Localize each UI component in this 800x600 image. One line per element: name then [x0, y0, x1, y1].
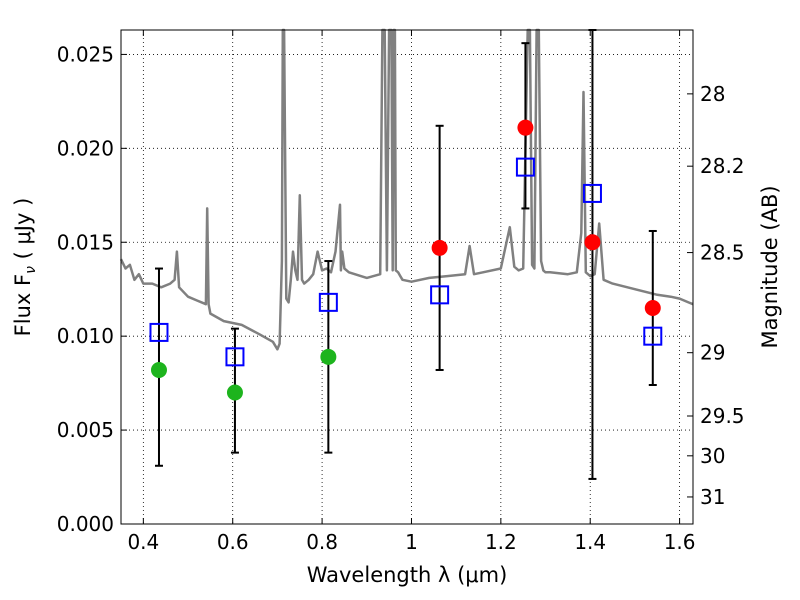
x-axis-label: Wavelength λ (μm)	[307, 563, 508, 587]
y-tick-label: 0.005	[57, 418, 114, 442]
y2-tick-label: 28.2	[700, 154, 745, 178]
red-circle-point	[431, 239, 448, 256]
model-spectrum-line	[119, 28, 694, 351]
green-circle-point	[320, 348, 337, 365]
y-tick-label: 0.015	[57, 230, 114, 254]
y2-axis-label: Magnitude (AB)	[758, 185, 782, 348]
axis-ticks: 0.4 0.6 0.8 1 1.2 1.4 1.6 0.000 0.005 0.010 0.015 0…	[57, 30, 745, 554]
red-circle-point	[644, 299, 661, 316]
y2-tick-label: 29	[700, 341, 725, 365]
y-tick-label: 0.010	[57, 324, 114, 348]
data-markers	[149, 119, 663, 401]
y2-tick-label: 30	[700, 444, 725, 468]
square-point	[643, 326, 663, 346]
square-point	[149, 322, 169, 342]
square-point	[582, 183, 602, 203]
square-point	[225, 347, 245, 367]
square-point	[318, 292, 338, 312]
error-bars	[154, 29, 657, 480]
y2-tick-label: 29.5	[700, 404, 745, 428]
model-spectrum	[119, 28, 694, 351]
green-circle-point	[226, 384, 243, 401]
x-tick-label: 0.4	[127, 530, 159, 554]
square-point	[430, 285, 450, 305]
green-circle-point	[150, 361, 167, 378]
x-tick-label: 0.6	[217, 530, 249, 554]
y2-tick-label: 28.5	[700, 241, 745, 265]
square-point	[515, 157, 535, 177]
red-circle-point	[584, 234, 601, 251]
x-tick-label: 1.2	[485, 530, 517, 554]
x-tick-label: 1	[405, 530, 418, 554]
y-tick-label: 0.025	[57, 42, 114, 66]
y-axis-label: Flux Fν ( μJy )	[11, 198, 39, 337]
x-tick-label: 1.4	[574, 530, 606, 554]
plot-frame	[120, 29, 694, 525]
x-tick-label: 1.6	[664, 530, 696, 554]
x-tick-label: 0.8	[306, 530, 338, 554]
y2-tick-label: 28	[700, 82, 725, 106]
y-tick-label: 0.020	[57, 136, 114, 160]
red-circle-point	[517, 119, 534, 136]
y-tick-label: 0.000	[57, 512, 114, 536]
y2-tick-label: 31	[700, 485, 725, 509]
